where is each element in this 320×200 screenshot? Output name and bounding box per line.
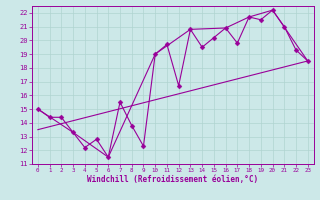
X-axis label: Windchill (Refroidissement éolien,°C): Windchill (Refroidissement éolien,°C) [87,175,258,184]
